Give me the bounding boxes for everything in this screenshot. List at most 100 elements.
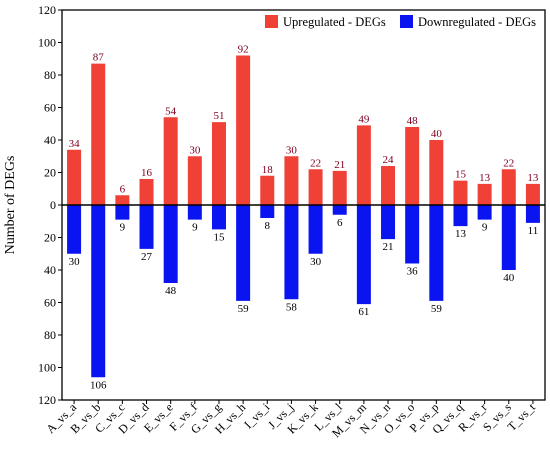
bar-down-M_vs_m	[356, 205, 371, 305]
bar-down-Q_vs_q	[453, 205, 468, 227]
bar-up-F_vs_f	[187, 156, 202, 205]
x-tick-label-I_vs_i: I_vs_i	[241, 400, 273, 432]
y-axis: 120 100 80 60 40 20 0 20 40 60 80 100 120	[38, 3, 62, 407]
y-tick-label-12: 120	[38, 393, 56, 407]
bar-down-L_vs_l	[332, 205, 347, 215]
label-down-G_vs_g: 15	[213, 231, 225, 243]
label-down-R_vs_r: 9	[482, 222, 488, 234]
y-tick-label-0: 120	[38, 3, 56, 17]
bar-up-O_vs_o	[405, 127, 420, 205]
label-up-K_vs_k: 22	[310, 157, 321, 169]
bar-up-A_vs_a	[67, 149, 82, 205]
legend: Upregulated - DEGs Downregulated - DEGs	[265, 15, 536, 29]
label-down-Q_vs_q: 13	[455, 228, 467, 240]
y-tick-label-7: 20	[44, 231, 56, 245]
y-tick-label-9: 60	[44, 296, 56, 310]
bar-down-D_vs_d	[139, 205, 154, 249]
bar-up-D_vs_d	[139, 179, 154, 205]
label-down-N_vs_n: 21	[383, 241, 394, 253]
label-up-M_vs_m: 49	[358, 113, 370, 125]
label-up-T_vs_t: 13	[527, 172, 539, 184]
bar-up-N_vs_n	[381, 166, 396, 205]
bar-down-C_vs_c	[115, 205, 130, 220]
label-down-S_vs_s: 40	[503, 272, 515, 284]
bar-up-M_vs_m	[356, 125, 371, 205]
label-down-D_vs_d: 27	[141, 251, 153, 263]
y-tick-label-3: 60	[44, 101, 56, 115]
bar-up-T_vs_t	[525, 183, 540, 205]
label-down-J_vs_j: 58	[286, 301, 298, 313]
bar-up-J_vs_j	[284, 156, 299, 205]
bar-down-G_vs_g	[211, 205, 226, 230]
label-up-D_vs_d: 16	[141, 167, 153, 179]
label-up-I_vs_i: 18	[262, 164, 274, 176]
label-up-R_vs_r: 13	[479, 172, 491, 184]
bar-up-G_vs_g	[211, 122, 226, 205]
label-down-L_vs_l: 6	[337, 217, 343, 229]
bars-layer	[67, 55, 540, 378]
label-down-C_vs_c: 9	[120, 222, 126, 234]
y-tick-label-11: 100	[38, 361, 56, 375]
value-labels-layer: 34 30 87 106 6 9 16 27 54 48 30 9 51 15 92 59 18 8 30 58 22 3…	[69, 44, 539, 392]
y-tick-label-8: 40	[44, 263, 56, 277]
legend-swatch-down	[400, 15, 413, 28]
label-down-K_vs_k: 30	[310, 256, 322, 268]
label-down-F_vs_f: 9	[192, 222, 198, 234]
bar-down-E_vs_e	[163, 205, 178, 283]
legend-label-up: Upregulated - DEGs	[283, 15, 386, 29]
label-up-N_vs_n: 24	[383, 154, 395, 166]
y-tick-label-6: 0	[50, 198, 56, 212]
label-up-S_vs_s: 22	[503, 157, 514, 169]
bar-down-S_vs_s	[501, 205, 516, 270]
x-axis: A_vs_aB_vs_bC_vs_cD_vs_dE_vs_eF_vs_fG_vs…	[43, 400, 538, 441]
bar-down-T_vs_t	[525, 205, 540, 223]
label-up-A_vs_a: 34	[69, 138, 81, 150]
bar-up-Q_vs_q	[453, 180, 468, 205]
y-tick-label-2: 80	[44, 68, 56, 82]
bar-down-F_vs_f	[187, 205, 202, 220]
bar-up-L_vs_l	[332, 170, 347, 205]
label-down-E_vs_e: 48	[165, 285, 177, 297]
bar-down-R_vs_r	[477, 205, 492, 220]
bar-down-K_vs_k	[308, 205, 323, 254]
label-up-P_vs_p: 40	[431, 128, 443, 140]
bar-down-I_vs_i	[260, 205, 275, 218]
label-up-C_vs_c: 6	[120, 183, 126, 195]
label-up-G_vs_g: 51	[213, 110, 224, 122]
label-down-O_vs_o: 36	[407, 266, 419, 278]
bar-down-A_vs_a	[67, 205, 82, 254]
label-up-H_vs_h: 92	[238, 44, 249, 56]
label-down-T_vs_t: 11	[528, 225, 539, 237]
bar-up-E_vs_e	[163, 117, 178, 205]
bar-down-B_vs_b	[91, 205, 106, 378]
label-down-B_vs_b: 106	[90, 379, 107, 391]
label-up-O_vs_o: 48	[407, 115, 419, 127]
bar-up-I_vs_i	[260, 175, 275, 205]
bar-up-S_vs_s	[501, 169, 516, 205]
label-up-B_vs_b: 87	[93, 52, 105, 64]
label-down-I_vs_i: 8	[265, 220, 271, 232]
legend-swatch-up	[265, 15, 278, 28]
y-tick-label-4: 40	[44, 133, 56, 147]
bar-up-B_vs_b	[91, 63, 106, 205]
label-up-L_vs_l: 21	[334, 159, 345, 171]
bar-up-R_vs_r	[477, 183, 492, 205]
label-down-A_vs_a: 30	[69, 256, 81, 268]
label-up-Q_vs_q: 15	[455, 169, 467, 181]
bar-down-J_vs_j	[284, 205, 299, 300]
bar-up-K_vs_k	[308, 169, 323, 205]
legend-label-down: Downregulated - DEGs	[418, 15, 536, 29]
bar-up-P_vs_p	[429, 140, 444, 205]
bar-down-O_vs_o	[405, 205, 420, 264]
label-up-F_vs_f: 30	[189, 144, 201, 156]
x-tick-label-T_vs_t: T_vs_t	[505, 400, 539, 434]
label-down-P_vs_p: 59	[431, 303, 443, 315]
label-up-E_vs_e: 54	[165, 105, 177, 117]
label-up-J_vs_j: 30	[286, 144, 298, 156]
y-tick-label-1: 100	[38, 36, 56, 50]
label-down-H_vs_h: 59	[238, 303, 250, 315]
y-tick-label-5: 20	[44, 166, 56, 180]
bar-up-C_vs_c	[115, 195, 130, 205]
y-axis-title: Number of DEGs	[3, 156, 18, 255]
